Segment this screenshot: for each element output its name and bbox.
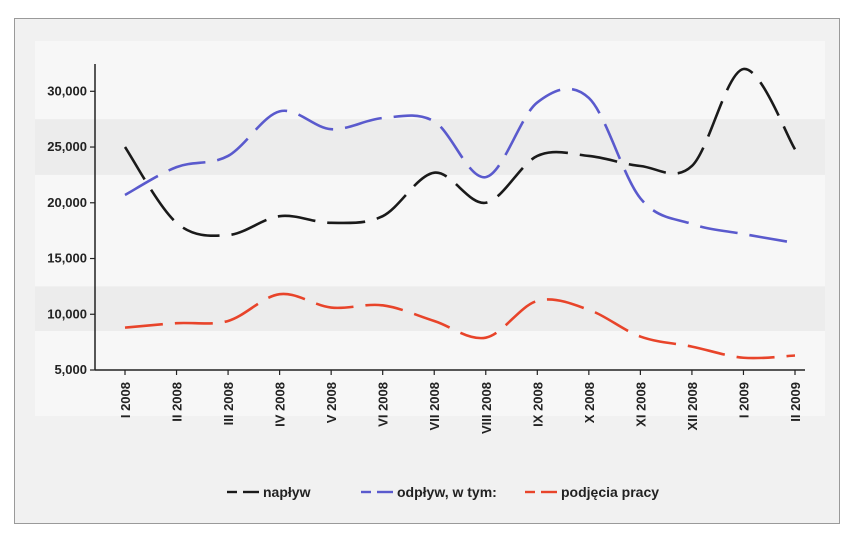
y-tick-label: 5,000 bbox=[54, 362, 87, 377]
background-band bbox=[35, 119, 825, 175]
line-chart: 5,000 10,000 15,000 20,000 25,000 30,000 I 20… bbox=[35, 41, 825, 500]
y-axis: 5,000 10,000 15,000 20,000 25,000 30,000 bbox=[47, 64, 96, 377]
x-tick-label: IV 2008 bbox=[273, 382, 288, 427]
chart-frame: 5,000 10,000 15,000 20,000 25,000 30,000 I 20… bbox=[14, 18, 840, 524]
x-tick-label: IX 2008 bbox=[530, 382, 545, 427]
legend-label-odpływ-w-tym: odpływ, w tym: bbox=[397, 484, 497, 500]
x-tick-label: XII 2008 bbox=[685, 382, 700, 430]
x-tick-label: II 2008 bbox=[170, 382, 185, 422]
series-line-napływ bbox=[123, 67, 797, 238]
x-tick-label: I 2008 bbox=[118, 382, 133, 418]
series-line-podjęcia-pracy bbox=[124, 292, 796, 360]
x-tick-label: VII 2008 bbox=[427, 382, 442, 430]
plot-background bbox=[35, 41, 825, 416]
x-tick-label: II 2009 bbox=[788, 382, 803, 422]
legend-label-podjęcia-pracy: podjęcia pracy bbox=[561, 484, 659, 500]
background-band bbox=[35, 286, 825, 331]
y-tick-label: 20,000 bbox=[47, 195, 87, 210]
legend: napływ odpływ, w tym: podjęcia pracy bbox=[227, 484, 659, 500]
x-tick-label: I 2009 bbox=[736, 382, 751, 418]
x-tick-label: V 2008 bbox=[324, 382, 339, 423]
series-line-odpływ-w-tym bbox=[124, 87, 796, 245]
y-tick-label: 10,000 bbox=[47, 306, 87, 321]
series-lines bbox=[123, 67, 797, 360]
y-tick-label: 30,000 bbox=[47, 83, 87, 98]
x-tick-label: X 2008 bbox=[582, 382, 597, 423]
x-tick-label: XI 2008 bbox=[633, 382, 648, 427]
x-axis: I 2008 II 2008 III 2008 IV 2008 V 2008 VI 200… bbox=[95, 369, 805, 434]
background-bands bbox=[35, 41, 825, 416]
x-tick-label: VIII 2008 bbox=[479, 382, 494, 434]
legend-label-napływ: napływ bbox=[263, 484, 311, 500]
y-tick-label: 15,000 bbox=[47, 251, 87, 266]
y-tick-label: 25,000 bbox=[47, 139, 87, 154]
x-tick-label: III 2008 bbox=[221, 382, 236, 425]
x-tick-label: VI 2008 bbox=[376, 382, 391, 427]
